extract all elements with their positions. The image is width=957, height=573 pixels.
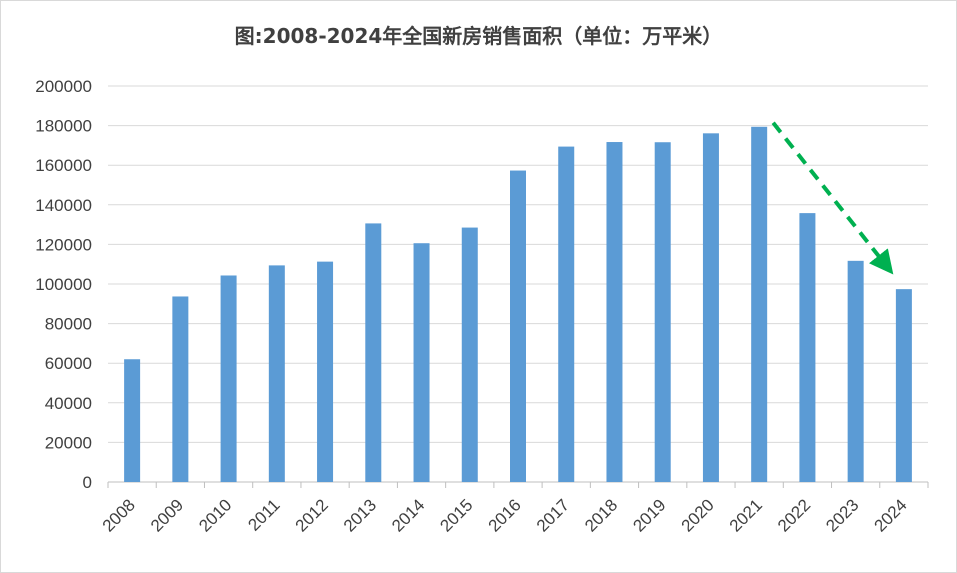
y-tick-label: 20000 [45, 433, 92, 452]
bar-2012 [317, 261, 334, 482]
x-tick-label: 2020 [678, 495, 718, 535]
x-tick-label: 2012 [292, 495, 332, 535]
bar-2009 [172, 296, 189, 482]
y-axis-ticks: 0 20000 40000 60000 80000 100000 120000 140000 1… [35, 77, 92, 492]
bar-2016 [510, 170, 526, 482]
bars [124, 126, 912, 483]
bar-2015 [461, 227, 478, 482]
x-axis-ticks: 2008 2009 2010 2011 2012 2013 2014 2015 2016 2017… [99, 495, 911, 535]
bar-2008 [124, 359, 141, 482]
bar-2019 [654, 142, 671, 482]
x-tick-label: 2015 [436, 495, 476, 535]
x-tick-label: 2013 [340, 495, 380, 535]
x-tick-label: 2016 [485, 495, 525, 535]
x-tick-label: 2024 [871, 495, 911, 535]
x-tick-label: 2018 [581, 495, 621, 535]
x-tick-label: 2009 [147, 495, 187, 535]
x-tick-label: 2014 [388, 495, 428, 535]
y-tick-label: 80000 [45, 315, 92, 334]
x-tick-label: 2017 [533, 495, 573, 535]
bar-2022 [799, 213, 816, 482]
x-tick-label: 2021 [726, 495, 766, 535]
y-tick-label: 100000 [35, 275, 92, 294]
bar-2024 [895, 289, 912, 482]
y-tick-label: 180000 [35, 117, 92, 136]
bar-2018 [606, 142, 623, 482]
x-tick-label: 2011 [244, 495, 283, 534]
x-tick-label: 2022 [774, 495, 814, 535]
y-tick-label: 120000 [35, 235, 92, 254]
bar-2010 [220, 275, 237, 482]
chart-title: 图:2008-2024年全国新房销售面积（单位：万平米） [234, 24, 723, 48]
x-tick-label: 2019 [629, 495, 669, 535]
annotations [771, 121, 894, 275]
bar-2017 [558, 146, 575, 482]
bar-2020 [702, 133, 719, 482]
y-tick-label: 200000 [35, 77, 92, 96]
x-tick-label: 2008 [99, 495, 139, 535]
bar-2013 [365, 223, 382, 483]
y-tick-label: 0 [83, 473, 92, 492]
bar-2014 [413, 243, 430, 482]
y-tick-label: 160000 [35, 156, 92, 175]
y-tick-label: 40000 [45, 394, 92, 413]
bar-2023 [847, 260, 864, 482]
bar-2021 [751, 126, 768, 483]
x-tick-label: 2010 [195, 495, 235, 535]
bar-2011 [268, 265, 285, 482]
y-tick-label: 140000 [35, 196, 92, 215]
y-tick-label: 60000 [45, 354, 92, 373]
trend-arrow [771, 121, 894, 275]
x-tick-label: 2023 [822, 495, 862, 535]
